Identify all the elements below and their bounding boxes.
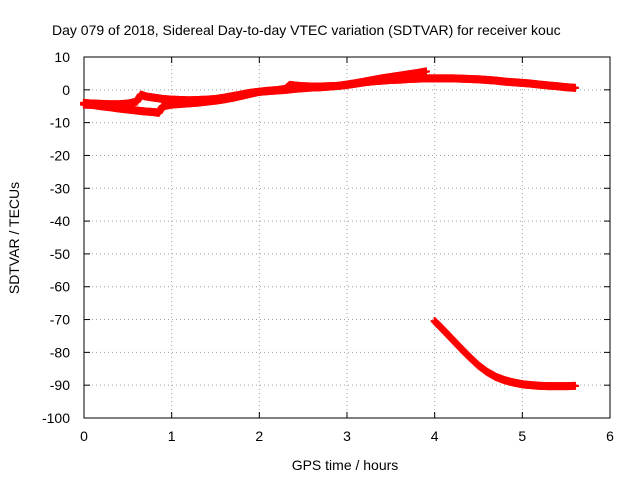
x-tick-label: 0 (80, 428, 88, 444)
y-tick-label: 10 (54, 49, 70, 65)
x-axis-label: GPS time / hours (292, 457, 399, 473)
y-axis-label: SDTVAR / TECUs (6, 182, 22, 294)
x-tick-label: 3 (343, 428, 351, 444)
data-point (421, 67, 430, 76)
y-tick-label: -10 (50, 115, 70, 131)
y-tick-label: -30 (50, 180, 70, 196)
y-tick-label: -60 (50, 279, 70, 295)
y-axis: 10 0 -10 -20 -30 -40 -50 -60 -70 -80 -90 -100 (42, 49, 610, 426)
data-series (430, 317, 579, 391)
x-tick-label: 4 (431, 428, 439, 444)
y-tick-label: -90 (50, 377, 70, 393)
data-point (570, 381, 579, 390)
y-tick-label: 0 (62, 82, 70, 98)
y-tick-label: -50 (50, 246, 70, 262)
y-tick-label: -80 (50, 344, 70, 360)
grid (84, 57, 610, 418)
y-tick-label: -20 (50, 147, 70, 163)
y-tick-label: -40 (50, 213, 70, 229)
chart-title: Day 079 of 2018, Sidereal Day-to-day VTE… (52, 22, 561, 38)
x-axis: 0 1 2 3 4 5 6 (80, 57, 614, 444)
x-tick-label: 5 (518, 428, 526, 444)
y-tick-label: -70 (50, 312, 70, 328)
x-tick-label: 6 (606, 428, 614, 444)
data-points (80, 67, 579, 391)
x-tick-label: 2 (255, 428, 263, 444)
y-tick-label: -100 (42, 410, 70, 426)
x-tick-label: 1 (168, 428, 176, 444)
data-series (80, 74, 579, 109)
data-point (570, 83, 579, 92)
